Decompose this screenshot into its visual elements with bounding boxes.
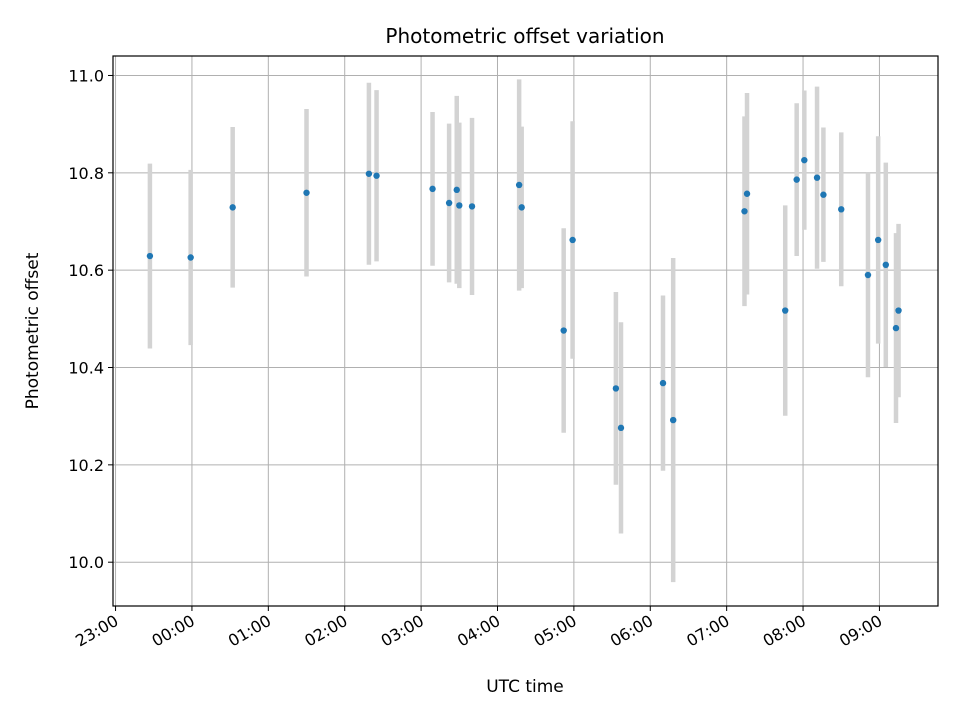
data-point <box>813 174 821 181</box>
data-point <box>874 236 882 244</box>
data-point <box>468 203 476 210</box>
data-point <box>456 202 463 209</box>
x-axis-title: UTC time <box>486 677 564 697</box>
data-point <box>838 206 845 213</box>
data-point <box>892 324 900 332</box>
data-point <box>820 191 827 198</box>
data-points <box>146 156 902 432</box>
data-point <box>373 172 380 179</box>
data-point <box>864 271 872 279</box>
y-tick-label: 10.8 <box>68 164 104 183</box>
data-point <box>741 208 748 215</box>
data-point <box>146 252 154 260</box>
data-point <box>782 307 789 314</box>
data-point <box>743 190 751 197</box>
data-point <box>429 185 436 193</box>
data-point <box>518 204 525 211</box>
data-point <box>515 181 523 189</box>
data-point <box>569 236 576 244</box>
data-point <box>669 416 677 424</box>
y-tick-label: 10.0 <box>68 553 104 572</box>
data-point <box>882 261 890 269</box>
y-axis-title: Photometric offset <box>23 252 43 409</box>
data-point <box>801 156 808 164</box>
y-tick-label: 11.0 <box>68 66 104 85</box>
data-point <box>453 186 460 194</box>
data-point <box>612 385 620 392</box>
y-tick-label: 10.6 <box>68 261 104 280</box>
chart-title: Photometric offset variation <box>385 24 664 48</box>
data-point <box>793 176 800 183</box>
data-point <box>445 199 453 207</box>
data-point <box>187 254 194 261</box>
data-point <box>229 204 236 211</box>
data-point <box>560 327 567 334</box>
data-point <box>659 379 667 387</box>
data-point <box>303 189 310 196</box>
y-axis: 10.0 10.2 10.4 10.6 10.8 11.0 <box>68 66 113 572</box>
y-tick-label: 10.4 <box>68 359 104 378</box>
data-point <box>895 307 902 314</box>
plot-frame <box>112 55 939 607</box>
data-point <box>365 170 373 177</box>
y-tick-label: 10.2 <box>68 456 104 475</box>
data-point <box>617 424 625 432</box>
